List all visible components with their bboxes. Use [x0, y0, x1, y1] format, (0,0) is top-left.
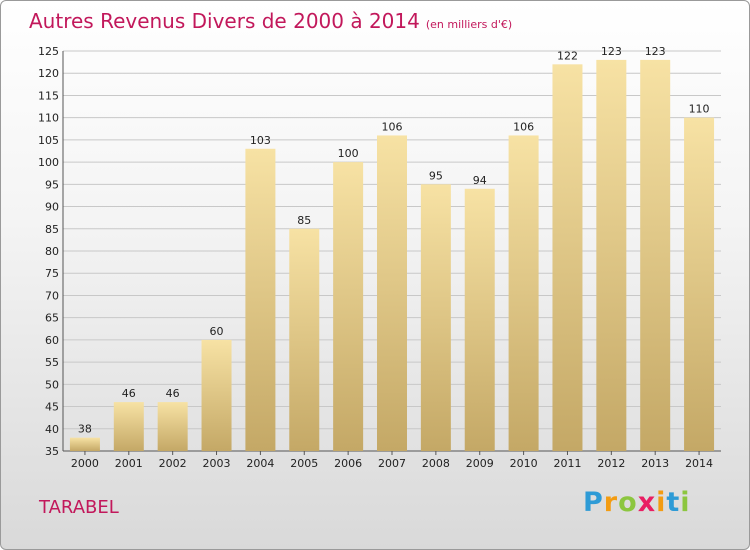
logo-letter: x — [637, 487, 657, 518]
data-label: 85 — [297, 214, 311, 227]
chart-title-text: Autres Revenus Divers de 2000 à 2014 — [29, 9, 420, 33]
data-label: 106 — [382, 120, 403, 133]
data-label: 100 — [338, 147, 359, 160]
y-tick-label: 125 — [38, 45, 59, 58]
bar — [333, 162, 364, 451]
data-label: 110 — [689, 103, 710, 116]
x-tick-label: 2005 — [290, 457, 318, 470]
y-tick-label: 50 — [45, 378, 59, 391]
x-tick-label: 2000 — [71, 457, 99, 470]
bar — [464, 188, 495, 451]
chart-title: Autres Revenus Divers de 2000 à 2014 (en … — [29, 9, 512, 33]
data-label: 103 — [250, 134, 271, 147]
bar — [420, 184, 451, 452]
bar — [113, 402, 144, 451]
bar — [596, 59, 627, 452]
chart-unit: (en milliers d'€) — [425, 18, 513, 31]
y-tick-label: 90 — [45, 201, 59, 214]
x-tick-label: 2010 — [510, 457, 538, 470]
bar — [640, 59, 671, 452]
y-tick-label: 40 — [45, 423, 59, 436]
x-tick-label: 2013 — [641, 457, 669, 470]
data-label: 46 — [122, 387, 136, 400]
logo-letter: o — [618, 487, 638, 518]
data-label: 60 — [210, 325, 224, 338]
data-label: 122 — [557, 49, 578, 62]
y-tick-label: 110 — [38, 112, 59, 125]
x-tick-label: 2001 — [115, 457, 143, 470]
bar — [201, 339, 232, 451]
bar — [508, 135, 539, 451]
data-label: 38 — [78, 423, 92, 436]
bar — [377, 135, 407, 451]
bar — [245, 148, 276, 451]
logo-letter: t — [666, 487, 681, 518]
y-tick-label: 45 — [45, 401, 59, 414]
data-label: 46 — [166, 387, 180, 400]
x-tick-label: 2008 — [422, 457, 450, 470]
y-tick-label: 35 — [45, 445, 59, 458]
x-tick-label: 2004 — [246, 457, 274, 470]
logo-letter: P — [583, 487, 604, 518]
y-tick-label: 60 — [45, 334, 59, 347]
y-tick-label: 70 — [45, 289, 59, 302]
data-label: 123 — [645, 45, 666, 58]
y-tick-label: 75 — [45, 267, 59, 280]
x-tick-label: 2003 — [203, 457, 231, 470]
y-tick-label: 115 — [38, 89, 59, 102]
x-tick-label: 2012 — [597, 457, 625, 470]
x-tick-label: 2006 — [334, 457, 362, 470]
y-tick-label: 65 — [45, 312, 59, 325]
logo-letter: i — [680, 487, 691, 518]
data-label: 106 — [513, 120, 534, 133]
y-tick-label: 105 — [38, 134, 59, 147]
x-tick-label: 2009 — [466, 457, 494, 470]
y-tick-label: 85 — [45, 223, 59, 236]
y-tick-label: 120 — [38, 67, 59, 80]
y-tick-label: 95 — [45, 178, 59, 191]
y-tick-label: 55 — [45, 356, 59, 369]
data-label: 95 — [429, 169, 443, 182]
y-tick-label: 80 — [45, 245, 59, 258]
commune-name: TARABEL — [39, 497, 119, 518]
x-tick-label: 2002 — [159, 457, 187, 470]
x-tick-label: 2007 — [378, 457, 406, 470]
bar — [552, 64, 583, 452]
proxiti-logo: Proxiti — [583, 487, 691, 518]
data-label: 123 — [601, 45, 622, 58]
logo-letter: i — [656, 487, 667, 518]
logo-letter: r — [603, 487, 619, 518]
y-tick-label: 100 — [38, 156, 59, 169]
data-label: 94 — [473, 174, 487, 187]
bar — [157, 402, 188, 451]
bar — [289, 228, 320, 451]
bar — [684, 117, 715, 452]
x-tick-label: 2014 — [685, 457, 713, 470]
x-tick-label: 2011 — [553, 457, 581, 470]
bar — [69, 437, 100, 451]
